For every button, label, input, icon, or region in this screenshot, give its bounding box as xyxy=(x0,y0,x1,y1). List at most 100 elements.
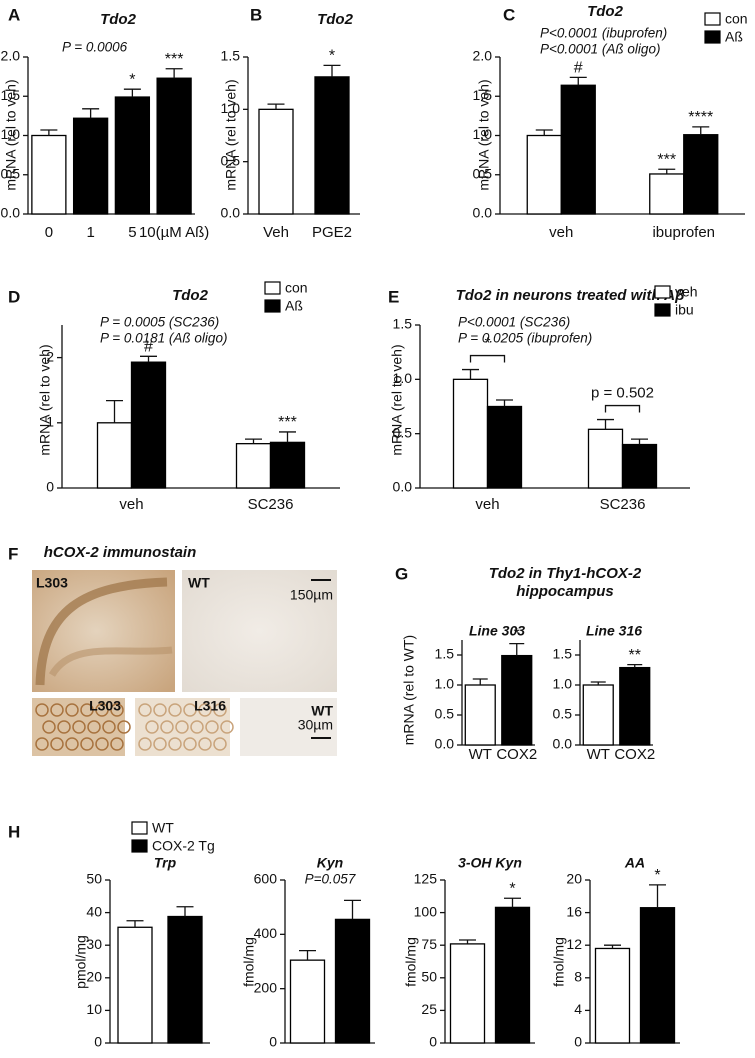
significance-label: # xyxy=(144,339,153,356)
annotation: P<0.0001 (Aß oligo) xyxy=(540,42,660,57)
subchart-title: Trp xyxy=(154,855,177,871)
bar xyxy=(526,134,562,215)
y-tick-label: 1.5 xyxy=(473,87,493,103)
cell xyxy=(175,720,189,734)
cell xyxy=(190,720,204,734)
chart-title: Tdo2 in Thy1-hCOX-2 xyxy=(489,565,642,582)
image-label: L316 xyxy=(194,698,226,714)
cell xyxy=(87,720,101,734)
annotation: P = 0.0006 xyxy=(62,40,128,55)
significance-label: * xyxy=(329,48,335,65)
x-tick-label: veh xyxy=(119,496,143,513)
cell xyxy=(168,737,182,751)
x-tick-label: 1 xyxy=(86,224,94,241)
y-tick-label: 1.0 xyxy=(473,126,493,142)
x-tick-label: 0 xyxy=(45,224,53,241)
significance-label: ** xyxy=(629,647,641,664)
y-tick-label: 0.0 xyxy=(393,479,413,495)
y-tick-label: 1.0 xyxy=(553,676,573,692)
y-tick-label: 0.5 xyxy=(221,152,241,168)
error-bar xyxy=(649,884,666,908)
x-tick-label: COX2 xyxy=(496,746,537,763)
panel-letter: G xyxy=(395,564,408,583)
y-tick-label: 0.0 xyxy=(1,205,21,221)
error-bar xyxy=(126,920,144,928)
chart-title: Tdo2 xyxy=(587,3,623,20)
error-bar xyxy=(279,431,296,443)
x-tick-label: WT xyxy=(587,746,610,763)
annotation: P = 0.0205 (ibuprofen) xyxy=(458,331,592,346)
y-tick-label: 0 xyxy=(94,1034,102,1050)
significance-label: # xyxy=(574,60,583,77)
bar xyxy=(639,907,676,1044)
y-tick-label: 1 xyxy=(46,414,54,430)
y-tick-label: 0.5 xyxy=(393,424,413,440)
significance-label: *** xyxy=(278,414,297,431)
cell xyxy=(183,737,197,751)
y-tick-label: 0 xyxy=(269,1034,277,1050)
y-tick-label: 2.0 xyxy=(473,48,493,64)
bar xyxy=(114,96,151,215)
bar xyxy=(117,926,153,1044)
y-tick-label: 1.0 xyxy=(1,126,21,142)
cell xyxy=(110,703,124,717)
legend-label: veh xyxy=(675,284,698,300)
cell xyxy=(50,703,64,717)
y-tick-label: 0.5 xyxy=(1,165,21,181)
y-tick-label: 25 xyxy=(421,1001,437,1017)
bar xyxy=(334,918,371,1044)
bar xyxy=(683,134,719,215)
bar xyxy=(649,173,685,215)
y-axis-label: mRNA (rel to veh) xyxy=(476,79,492,190)
y-tick-label: 2.0 xyxy=(1,48,21,64)
annotation: P<0.0001 (ibuprofen) xyxy=(540,26,667,41)
y-tick-label: 600 xyxy=(254,871,278,887)
error-bar xyxy=(590,681,606,685)
image-label: L303 xyxy=(89,698,121,714)
y-tick-label: 400 xyxy=(254,925,278,941)
y-tick-label: 12 xyxy=(566,936,582,952)
error-bar xyxy=(245,438,262,444)
annotation: P<0.0001 (SC236) xyxy=(458,315,570,330)
y-tick-label: 50 xyxy=(86,871,102,887)
cell xyxy=(153,703,167,717)
y-tick-label: 10 xyxy=(86,1001,102,1017)
significance-label: * xyxy=(514,626,520,643)
panel-letter: A xyxy=(8,5,20,24)
cell xyxy=(65,737,79,751)
bracket-label: p = 0.502 xyxy=(591,385,654,402)
annotation: P = 0.0005 (SC236) xyxy=(100,315,219,330)
bar xyxy=(452,378,489,489)
panel-letter: D xyxy=(8,287,20,306)
error-bar xyxy=(165,68,183,79)
y-tick-label: 30 xyxy=(86,936,102,952)
error-bar xyxy=(472,678,488,685)
cell xyxy=(138,703,152,717)
image-label: WT xyxy=(311,703,333,719)
cell xyxy=(117,720,131,734)
error-bar xyxy=(176,906,194,917)
y-tick-label: 20 xyxy=(566,871,582,887)
error-bar xyxy=(82,108,100,119)
y-axis-label: fmol/mg xyxy=(551,937,567,987)
legend-swatch xyxy=(264,299,281,313)
error-bar xyxy=(106,399,123,423)
error-bar xyxy=(504,897,521,908)
error-bar xyxy=(658,168,676,174)
y-tick-label: 0 xyxy=(574,1034,582,1050)
x-tick-label: SC236 xyxy=(600,496,646,513)
annotation: P = 0.0181 (Aß oligo) xyxy=(100,331,227,346)
y-axis-label: mRNA (rel to WT) xyxy=(401,635,417,745)
error-bar xyxy=(40,129,58,136)
legend-swatch xyxy=(704,12,721,26)
subchart-title: AA xyxy=(624,855,645,871)
y-tick-label: 1.0 xyxy=(221,100,241,116)
y-axis-label: mRNA (rel to veh) xyxy=(3,79,19,190)
subchart-title: Kyn xyxy=(317,855,343,871)
bar xyxy=(130,361,167,489)
legend-label: COX-2 Tg xyxy=(152,838,215,854)
bar xyxy=(594,947,631,1044)
cell xyxy=(205,720,219,734)
